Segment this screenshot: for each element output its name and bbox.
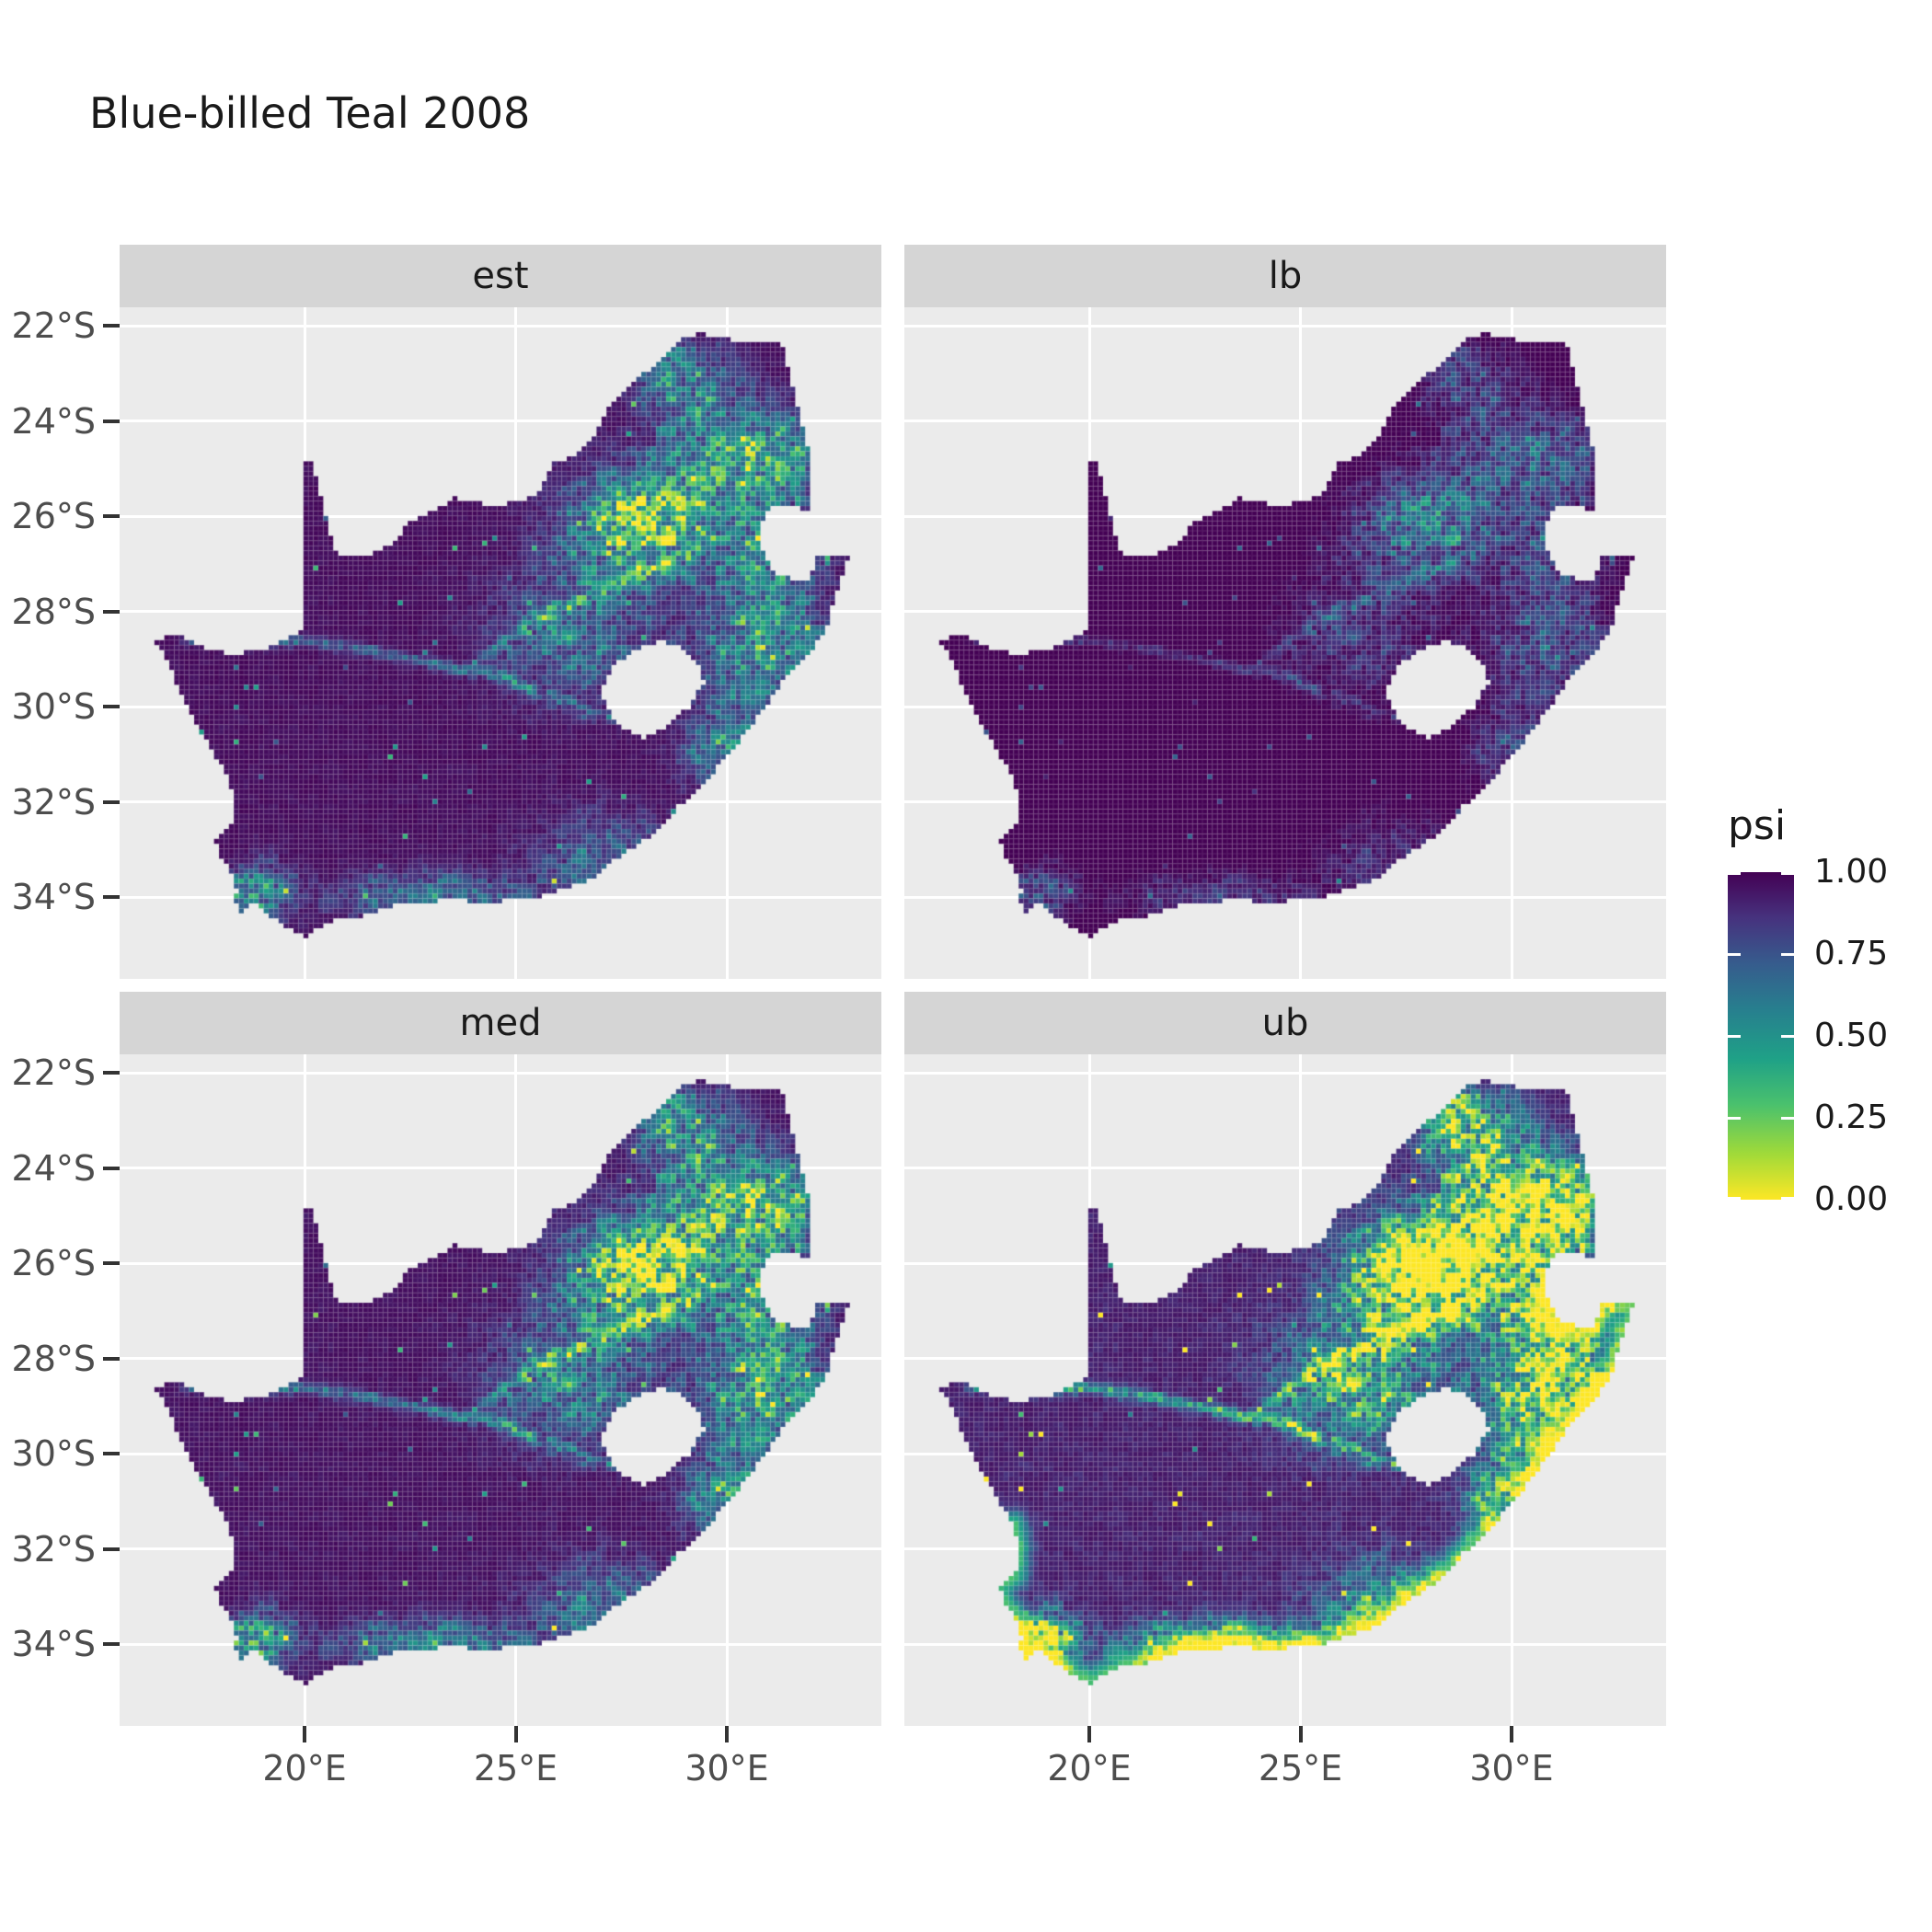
y-tick-mark bbox=[103, 1452, 120, 1456]
raster-map-lb bbox=[904, 307, 1666, 979]
legend-tick-mark bbox=[1728, 1197, 1741, 1200]
legend-tick-mark bbox=[1728, 1035, 1741, 1038]
legend-tick-label: 0.50 bbox=[1814, 1017, 1889, 1054]
legend-tick-label: 0.75 bbox=[1814, 935, 1889, 972]
facet-strip-label: med bbox=[459, 1002, 542, 1044]
legend-tick-mark bbox=[1781, 953, 1794, 956]
y-tick-mark bbox=[103, 1261, 120, 1266]
facet-strip-label: lb bbox=[1268, 255, 1303, 297]
x-tick-label: 25°E bbox=[473, 1748, 558, 1788]
y-tick-mark bbox=[103, 419, 120, 423]
x-tick-mark bbox=[1087, 1726, 1092, 1742]
y-tick-label: 22°S bbox=[11, 305, 96, 347]
facet-strip-label: est bbox=[472, 255, 529, 297]
y-tick-label: 26°S bbox=[11, 496, 96, 537]
x-tick-label: 20°E bbox=[262, 1748, 347, 1788]
legend-title: psi bbox=[1728, 802, 1787, 849]
facet-strip-med: med bbox=[120, 992, 881, 1054]
map-panel-lb bbox=[904, 307, 1666, 979]
y-tick-label: 30°S bbox=[11, 686, 96, 728]
facet-strip-lb: lb bbox=[904, 245, 1666, 307]
raster-map-est bbox=[120, 307, 881, 979]
y-tick-mark bbox=[103, 1547, 120, 1551]
x-tick-mark bbox=[513, 1726, 518, 1742]
x-tick-mark bbox=[303, 1726, 307, 1742]
plot-title: Blue-billed Teal 2008 bbox=[89, 88, 531, 138]
legend-tick-mark bbox=[1781, 1117, 1794, 1120]
y-tick-mark bbox=[103, 1356, 120, 1361]
y-tick-mark bbox=[103, 799, 120, 804]
y-tick-label: 24°S bbox=[11, 400, 96, 442]
y-tick-label: 24°S bbox=[11, 1147, 96, 1189]
y-tick-mark bbox=[103, 514, 120, 519]
y-tick-mark bbox=[103, 1071, 120, 1075]
x-tick-mark bbox=[1510, 1726, 1513, 1742]
y-tick-label: 32°S bbox=[11, 781, 96, 822]
y-tick-mark bbox=[103, 1166, 120, 1170]
x-tick-label: 30°E bbox=[684, 1748, 769, 1788]
y-tick-mark bbox=[103, 324, 120, 328]
legend-tick-mark bbox=[1781, 1197, 1794, 1200]
legend-tick-label: 0.00 bbox=[1814, 1180, 1889, 1218]
legend-tick-mark bbox=[1781, 872, 1794, 875]
legend-tick-mark bbox=[1728, 872, 1741, 875]
legend-tick-mark bbox=[1728, 953, 1741, 956]
y-tick-mark bbox=[103, 1642, 120, 1647]
y-tick-label: 28°S bbox=[11, 591, 96, 632]
legend-tick-label: 0.25 bbox=[1814, 1098, 1889, 1136]
x-tick-mark bbox=[1298, 1726, 1303, 1742]
x-tick-label: 20°E bbox=[1047, 1748, 1132, 1788]
facet-strip-est: est bbox=[120, 245, 881, 307]
y-tick-label: 30°S bbox=[11, 1433, 96, 1475]
y-tick-label: 34°S bbox=[11, 1624, 96, 1665]
x-tick-label: 30°E bbox=[1469, 1748, 1554, 1788]
map-panel-est bbox=[120, 307, 881, 979]
y-tick-mark bbox=[103, 895, 120, 900]
y-tick-label: 34°S bbox=[11, 877, 96, 918]
facet-strip-ub: ub bbox=[904, 992, 1666, 1054]
y-tick-label: 22°S bbox=[11, 1052, 96, 1094]
legend-tick-label: 1.00 bbox=[1814, 853, 1889, 891]
y-tick-label: 28°S bbox=[11, 1338, 96, 1379]
raster-map-med bbox=[120, 1054, 881, 1726]
y-tick-mark bbox=[103, 609, 120, 614]
map-panel-ub bbox=[904, 1054, 1666, 1726]
raster-map-ub bbox=[904, 1054, 1666, 1726]
y-tick-label: 26°S bbox=[11, 1243, 96, 1284]
map-panel-med bbox=[120, 1054, 881, 1726]
facet-strip-label: ub bbox=[1261, 1002, 1309, 1044]
legend-tick-mark bbox=[1728, 1117, 1741, 1120]
legend-tick-mark bbox=[1781, 1035, 1794, 1038]
y-tick-label: 32°S bbox=[11, 1528, 96, 1570]
x-tick-mark bbox=[725, 1726, 729, 1742]
x-tick-label: 25°E bbox=[1258, 1748, 1343, 1788]
y-tick-mark bbox=[103, 705, 120, 709]
